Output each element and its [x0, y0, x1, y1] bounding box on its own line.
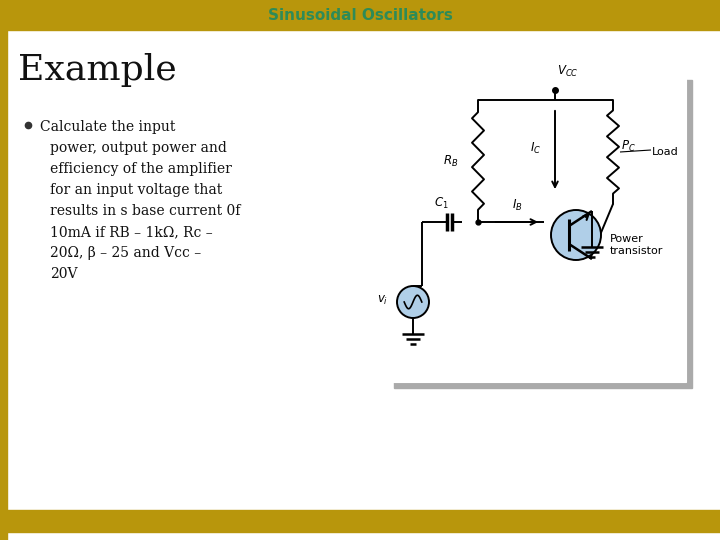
Bar: [0, 510, 720, 532]
Text: $V_{CC}$: $V_{CC}$: [557, 64, 578, 79]
Circle shape: [397, 286, 429, 318]
Text: Load: Load: [652, 147, 679, 157]
Bar: [394, 80, 692, 388]
Text: for an input voltage that: for an input voltage that: [50, 183, 222, 197]
Text: $R_B$: $R_B$: [443, 153, 458, 168]
Circle shape: [551, 210, 601, 260]
Bar: [0, 0, 720, 30]
Bar: [388, 74, 686, 382]
Text: $I_B$: $I_B$: [512, 198, 522, 213]
Text: $C_1$: $C_1$: [434, 196, 449, 211]
Text: Example: Example: [18, 53, 176, 87]
Text: 20Ω, β – 25 and Vcc –: 20Ω, β – 25 and Vcc –: [50, 246, 202, 260]
Text: Sinusoidal Oscillators: Sinusoidal Oscillators: [268, 8, 452, 23]
Text: $v_i$: $v_i$: [377, 293, 388, 307]
Text: 20V: 20V: [50, 267, 78, 281]
Text: $P_C$: $P_C$: [621, 138, 636, 153]
Text: results in s base current 0f: results in s base current 0f: [50, 204, 240, 218]
Text: 10mA if RB – 1kΩ, Rc –: 10mA if RB – 1kΩ, Rc –: [50, 225, 212, 239]
Text: Calculate the input: Calculate the input: [40, 120, 176, 134]
Text: $I_C$: $I_C$: [530, 140, 541, 156]
FancyArrowPatch shape: [583, 214, 588, 220]
Text: Power
transistor: Power transistor: [610, 234, 663, 256]
Text: efficiency of the amplifier: efficiency of the amplifier: [50, 162, 232, 176]
Bar: [0, 0, 7, 540]
Text: power, output power and: power, output power and: [50, 141, 227, 155]
